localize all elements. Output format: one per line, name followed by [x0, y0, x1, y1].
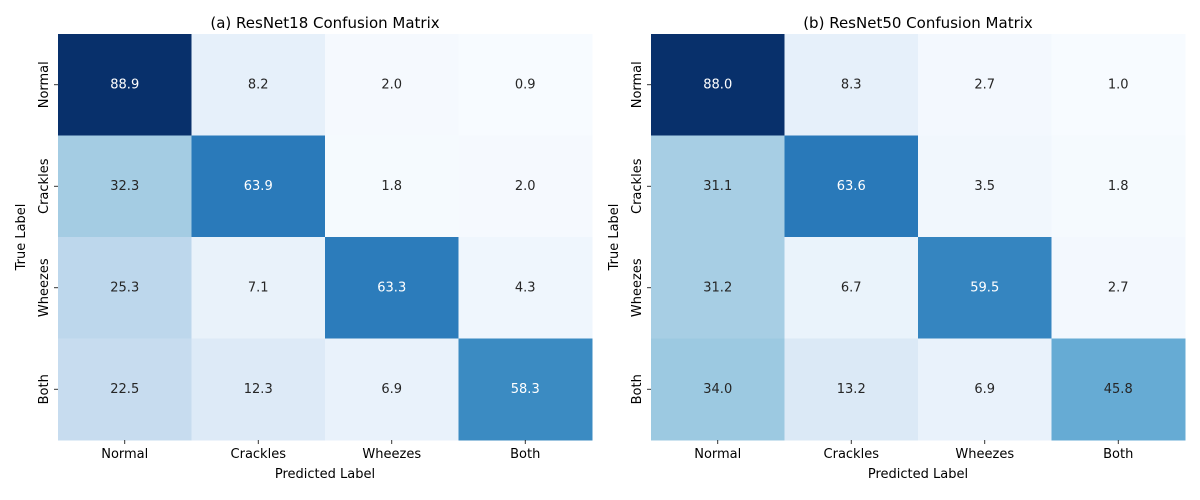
heatmap-cell	[325, 34, 459, 136]
heatmap-cell	[918, 338, 1052, 441]
x-tick-label: Wheezes	[955, 447, 1014, 462]
cell-value-label: 31.2	[703, 280, 732, 295]
heatmap-cell	[458, 135, 593, 238]
x-axis-label: Predicted Label	[868, 467, 968, 482]
heatmap-cell	[325, 135, 459, 238]
heatmap-cell	[1051, 135, 1186, 238]
cell-value-label: 2.7	[1108, 280, 1129, 295]
x-tick-label: Crackles	[231, 447, 287, 462]
cell-value-label: 2.7	[974, 77, 995, 92]
x-tick-label: Normal	[101, 447, 148, 462]
y-tick-label: Both	[37, 374, 52, 404]
cell-value-label: 7.1	[248, 280, 269, 295]
y-tick-label: Wheezes	[37, 258, 52, 317]
heatmap-cell	[191, 237, 326, 339]
heatmap-cell	[58, 135, 192, 238]
cell-value-label: 25.3	[110, 280, 139, 295]
cell-value-label: 8.2	[248, 77, 269, 92]
heatmap-cell	[1051, 237, 1186, 339]
heatmap-cell	[191, 135, 326, 238]
heatmap-cell	[325, 338, 459, 441]
heatmap-cell	[651, 34, 785, 136]
heatmap-cell	[458, 34, 593, 136]
heatmap-cell	[58, 237, 192, 339]
cell-value-label: 88.9	[110, 77, 139, 92]
y-tick-label: Both	[630, 374, 645, 404]
chart-title: (a) ResNet18 Confusion Matrix	[210, 14, 439, 32]
y-tick-label: Crackles	[37, 158, 52, 214]
heatmap-cell	[458, 338, 593, 441]
cell-value-label: 1.8	[381, 179, 402, 194]
heatmap-cell	[784, 34, 919, 136]
heatmap-cell	[651, 338, 785, 441]
cell-value-label: 34.0	[703, 382, 732, 397]
heatmap-cell	[784, 135, 919, 238]
heatmap-cell	[58, 338, 192, 441]
cell-value-label: 8.3	[841, 77, 862, 92]
cell-value-label: 63.9	[244, 179, 273, 194]
heatmap-cell	[918, 237, 1052, 339]
cell-value-label: 0.9	[515, 77, 536, 92]
cell-value-label: 22.5	[110, 382, 139, 397]
cell-value-label: 1.0	[1108, 77, 1129, 92]
cell-value-label: 4.3	[515, 280, 536, 295]
x-tick-label: Crackles	[824, 447, 880, 462]
heatmap-cell	[918, 34, 1052, 136]
x-tick-label: Normal	[694, 447, 741, 462]
x-axis-label: Predicted Label	[275, 467, 375, 482]
cell-value-label: 63.3	[377, 280, 406, 295]
cell-value-label: 6.9	[974, 382, 995, 397]
y-axis-label: True Label	[607, 204, 622, 272]
heatmap-cell	[1051, 338, 1186, 441]
heatmap-cell	[651, 135, 785, 238]
heatmap-cell	[191, 34, 326, 136]
x-tick-label: Both	[1103, 447, 1133, 462]
heatmap-cell	[458, 237, 593, 339]
cell-value-label: 32.3	[110, 179, 139, 194]
cell-value-label: 1.8	[1108, 179, 1129, 194]
cell-value-label: 59.5	[970, 280, 999, 295]
heatmap-cell	[1051, 34, 1186, 136]
y-tick-label: Crackles	[630, 158, 645, 214]
cell-value-label: 6.9	[381, 382, 402, 397]
heatmap-panel: 88.0 8.3 2.7 1.0 31.1 63.6 3.5 1.8 31.2 6.7 59.5 2.…	[607, 14, 1186, 482]
y-tick-label: Normal	[37, 61, 52, 108]
x-tick-label: Wheezes	[362, 447, 421, 462]
chart-title: (b) ResNet50 Confusion Matrix	[803, 14, 1033, 32]
cell-value-label: 31.1	[703, 179, 732, 194]
x-tick-label: Both	[510, 447, 540, 462]
cell-value-label: 88.0	[703, 77, 732, 92]
cell-value-label: 12.3	[244, 382, 273, 397]
cell-value-label: 45.8	[1104, 382, 1133, 397]
cell-value-label: 2.0	[515, 179, 536, 194]
y-tick-label: Normal	[630, 61, 645, 108]
cell-value-label: 2.0	[381, 77, 402, 92]
cell-value-label: 63.6	[837, 179, 866, 194]
cell-value-label: 13.2	[837, 382, 866, 397]
cell-value-label: 58.3	[511, 382, 540, 397]
heatmap-panel: 88.9 8.2 2.0 0.9 32.3 63.9 1.8 2.0 25.3 7.1 63.3 4.…	[14, 14, 593, 482]
heatmap-cell	[918, 135, 1052, 238]
heatmap-cell	[784, 237, 919, 339]
heatmap-cell	[651, 237, 785, 339]
y-axis-label: True Label	[14, 204, 29, 272]
heatmap-cell	[325, 237, 459, 339]
cell-value-label: 3.5	[974, 179, 995, 194]
y-tick-label: Wheezes	[630, 258, 645, 317]
heatmap-cell	[58, 34, 192, 136]
heatmap-cell	[784, 338, 919, 441]
heatmap-cell	[191, 338, 326, 441]
cell-value-label: 6.7	[841, 280, 862, 295]
